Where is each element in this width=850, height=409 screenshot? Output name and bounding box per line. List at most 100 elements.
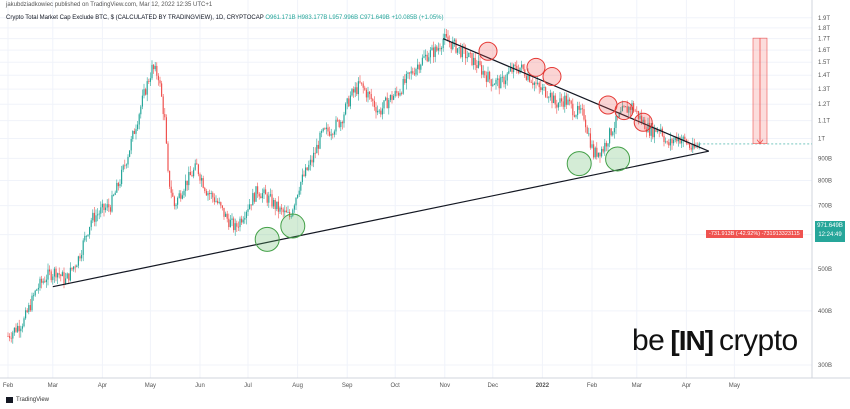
candle-body [220, 202, 222, 206]
candle-body [95, 215, 97, 222]
candle-body [330, 134, 332, 136]
candle-body [621, 106, 623, 112]
candle-body [546, 96, 548, 98]
y-tick-label: 1.2T [818, 102, 830, 108]
candle-body [50, 271, 52, 281]
candle-body [153, 64, 155, 70]
candle-body [68, 273, 70, 281]
candle-body [101, 203, 103, 208]
candle-body [25, 310, 27, 319]
resistance-trendline [442, 38, 710, 152]
candle-body [218, 202, 220, 204]
y-tick-label: 1.6T [818, 48, 830, 54]
symbol-title[interactable]: Crypto Total Market Cap Exclude BTC, $ (… [6, 15, 264, 21]
candle-body [314, 152, 316, 154]
candle-body [402, 79, 404, 94]
tradingview-logo-icon [6, 397, 13, 403]
candle-body [349, 95, 351, 107]
candle-body [517, 70, 519, 73]
candle-body [353, 89, 355, 93]
candle-body [695, 145, 697, 148]
y-tick-label: 900B [818, 156, 832, 162]
y-tick-label: 1T [818, 137, 825, 143]
candle-body [556, 104, 558, 108]
candle-body [265, 189, 267, 195]
candle-body [436, 46, 438, 51]
candle-body [338, 120, 340, 128]
candle-body [383, 100, 385, 109]
candle-body [573, 115, 575, 117]
candle-body [207, 192, 209, 196]
candle-body [474, 57, 476, 66]
candle-body [180, 193, 182, 199]
watermark-middle: [IN] [670, 325, 714, 356]
candle-body [82, 240, 84, 255]
candle-body [337, 119, 339, 121]
candle-body [397, 92, 399, 96]
candle-body [511, 67, 513, 73]
candle-body [124, 165, 126, 167]
candle-body [106, 204, 108, 208]
candle-body [133, 130, 135, 134]
candle-body [117, 182, 119, 187]
candle-body [490, 79, 492, 86]
candle-body [465, 48, 467, 59]
x-tick-label: Sep [342, 383, 353, 389]
candle-body [18, 325, 20, 332]
candle-body [58, 273, 60, 275]
candle-body [277, 201, 279, 212]
candle-body [348, 98, 350, 107]
candle-body [212, 192, 214, 198]
candle-body [327, 127, 329, 132]
candle-body [121, 169, 123, 185]
candle-body [549, 92, 551, 98]
candle-body [476, 65, 478, 68]
candle-body [562, 101, 564, 107]
candle-body [660, 128, 662, 132]
candle-body [522, 64, 524, 70]
y-tick-label: 1.4T [818, 73, 830, 79]
candle-body [249, 204, 251, 210]
candle-body [447, 36, 449, 42]
candle-body [77, 256, 79, 266]
candle-body [649, 122, 651, 136]
candle-body [129, 150, 131, 157]
candle-body [119, 184, 121, 187]
candle-body [521, 64, 523, 68]
support-touch-marker [254, 226, 280, 252]
candle-body [596, 147, 598, 157]
y-tick-label: 700B [818, 204, 832, 210]
candle-body [281, 207, 283, 210]
candle-body [185, 180, 187, 191]
candle-body [370, 94, 372, 100]
candle-body [508, 71, 510, 74]
candle-body [247, 209, 249, 212]
candle-body [49, 269, 51, 272]
candle-body [65, 278, 67, 284]
candle-body [252, 193, 254, 206]
candle-body [529, 74, 531, 82]
candle-body [431, 47, 433, 51]
candle-body [276, 201, 278, 210]
candle-body [293, 205, 295, 210]
tradingview-footer[interactable]: TradingView [6, 397, 49, 403]
candle-body [609, 128, 611, 144]
candle-body [23, 318, 25, 327]
candle-body [321, 131, 323, 133]
y-tick-label: 1.5T [818, 60, 830, 66]
candle-body [613, 127, 615, 133]
candle-body [295, 197, 297, 206]
candle-body [615, 116, 617, 128]
candle-body [452, 40, 454, 50]
candle-body [538, 82, 540, 88]
candle-body [674, 136, 676, 140]
candle-body [290, 216, 292, 218]
candle-body [39, 278, 41, 288]
x-tick-label: Oct [391, 383, 401, 389]
candle-body [284, 210, 286, 213]
x-tick-label: Apr [98, 383, 107, 389]
candle-body [132, 130, 134, 140]
candle-body [505, 80, 507, 85]
candle-body [167, 143, 169, 171]
